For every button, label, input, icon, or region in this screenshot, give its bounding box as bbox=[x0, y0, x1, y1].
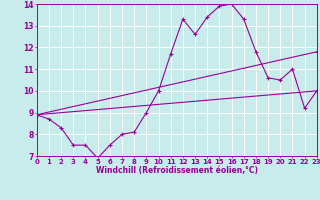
X-axis label: Windchill (Refroidissement éolien,°C): Windchill (Refroidissement éolien,°C) bbox=[96, 166, 258, 175]
